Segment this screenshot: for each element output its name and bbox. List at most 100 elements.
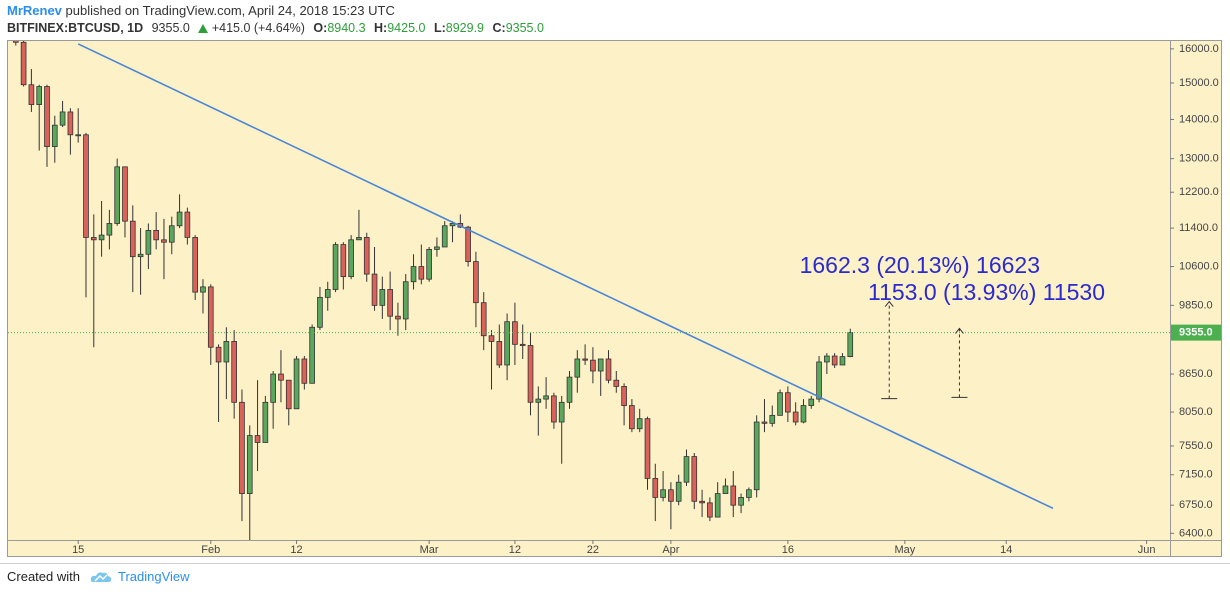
x-tick-label: 14 [1000,544,1012,556]
candle-body [473,261,479,304]
author[interactable]: MrRenev [7,3,62,18]
x-tick-label: Feb [201,544,220,556]
low-value: 8929.9 [445,21,484,35]
candle-body [738,497,744,506]
candle-body [36,86,43,105]
candle-body [67,111,74,136]
candle-body [519,343,526,346]
candle-body [465,226,471,262]
candle-body [558,401,565,423]
candle-body [730,485,737,506]
candle-body [192,237,198,293]
close-value: 9355.0 [505,21,544,35]
candle-body [644,418,651,479]
candle-body [106,223,113,236]
candle-body [434,246,440,250]
candle-body [145,230,152,255]
candle-body [699,500,705,504]
candle-body [551,395,557,423]
candle-body [582,358,588,361]
candle-body [527,345,534,403]
candle-body [816,361,822,400]
candle-body [223,341,230,363]
y-tick-label: 15000.0 [1179,77,1219,89]
candle-body [278,373,284,381]
candle-body [714,493,721,518]
candle-body [262,401,269,443]
x-tick-label: 15 [72,544,84,556]
x-tick-label: 16 [782,544,794,556]
candle-body [137,253,144,258]
candle-body [800,405,807,423]
candle-body [324,289,331,298]
candle-body [543,395,549,400]
candle-body [496,341,503,366]
measure-label: 1662.3 (20.13%) 16623 [800,252,1040,278]
symbol-line: BITFINEX:BTCUSD, 1D 9355.0 +415.0 (+4.64… [7,21,544,35]
candle-body [761,421,768,424]
y-tick-label: 13000.0 [1179,153,1219,165]
candle-body [317,296,323,328]
candle-body [379,289,386,306]
candle-body [785,392,791,413]
candle-body [231,341,237,403]
candle-body [839,356,846,366]
candle-body [691,456,698,502]
candle-body [824,355,830,363]
candle-body [410,266,417,283]
candle-body [629,405,635,430]
high-key: H: [374,21,388,35]
candle-body [200,286,206,293]
candle-body [184,211,191,238]
candle-body [621,386,627,406]
candle-body [153,230,159,241]
candle-body [722,485,729,494]
candle-body [340,244,347,278]
high-value: 9425.0 [387,21,426,35]
y-tick-label: 14000.0 [1179,113,1219,125]
candle-body [636,418,643,430]
low-key: L: [433,21,446,35]
published: published on TradingView.com, April 24, … [65,3,395,18]
candle-body [683,456,690,483]
change: +415.0 (+4.64%) [211,21,305,35]
candle-body [348,239,354,278]
header-line: MrRenev published on TradingView.com, Ap… [7,3,395,18]
last-price: 9355.0 [151,21,190,35]
measure-arrow [955,327,964,334]
candle-body [597,358,604,372]
measure-arrow [884,300,894,307]
candle-body [574,358,581,378]
plot-area [8,41,1170,540]
brand[interactable]: TradingView [117,569,190,584]
open-key: O: [313,21,328,35]
candle-body [285,379,292,410]
candle-body [168,225,175,243]
y-tick-label: 7550.0 [1179,440,1213,452]
last-price-box [1171,324,1221,341]
candle-body [20,41,27,86]
last-price-label: 9355.0 [1179,327,1213,339]
candle-body [246,435,253,494]
candle-body [356,237,362,241]
y-tick-label: 9850.0 [1179,299,1213,311]
y-tick-label: 7150.0 [1179,469,1213,481]
candle-body [28,84,35,105]
candle-body [512,321,518,345]
candle-body [75,134,82,137]
candle-body [777,392,783,416]
candle-body [332,244,339,290]
candle-body [270,373,276,403]
y-tick-label: 12200.0 [1179,186,1219,198]
candle-body [449,223,456,227]
candle-body [831,355,838,366]
candle-body [753,421,760,491]
candle-body [387,289,393,317]
candle-body [176,211,183,227]
candle-body [239,401,245,494]
candle-body [114,166,120,224]
x-tick-label: May [894,544,915,556]
candle-body [129,220,136,258]
candle-body [441,225,448,248]
